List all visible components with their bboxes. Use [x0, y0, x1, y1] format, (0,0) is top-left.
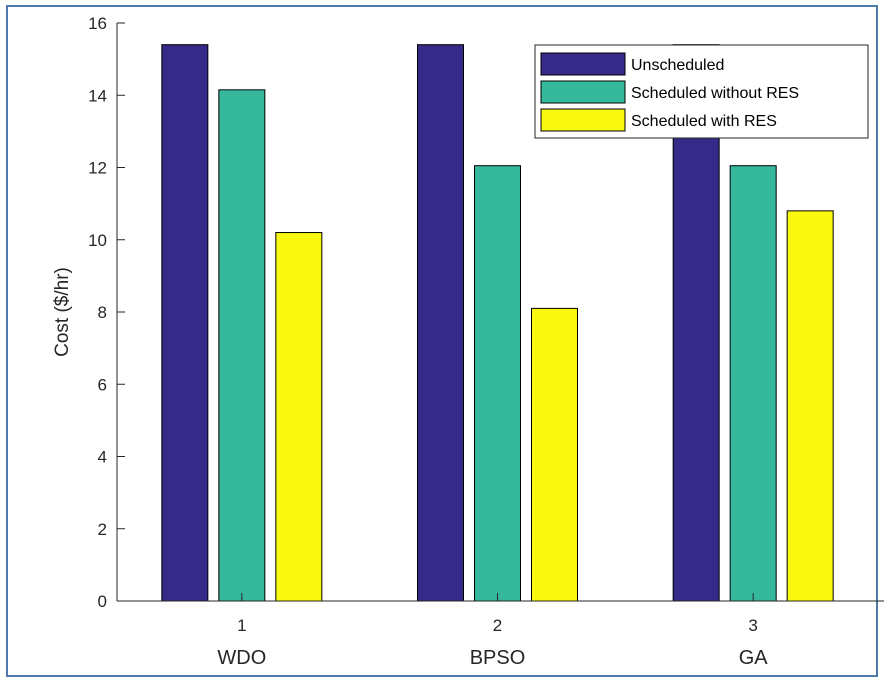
axes-group: 0 2 4 6 8 10 12 14 16 1 WDO 2 BPSO 3 GA — [88, 14, 884, 669]
y-tick-label: 16 — [88, 14, 107, 33]
y-axis-title: Cost ($/hr) — [52, 267, 73, 357]
legend-label-unscheduled: Unscheduled — [631, 57, 724, 74]
bar-scheduled-without-res-2 — [474, 165, 521, 602]
category-name-label: BPSO — [470, 647, 526, 669]
legend-label-scheduled-without-res: Scheduled without RES — [631, 85, 799, 102]
legend-swatch-scheduled-without-res — [540, 80, 626, 104]
bar-scheduled-with-res-2 — [531, 307, 578, 602]
y-tick-label: 8 — [98, 303, 107, 322]
bar-scheduled-with-res-3 — [786, 210, 834, 602]
legend-label-scheduled-with-res: Scheduled with RES — [631, 113, 777, 130]
y-tick-label: 14 — [88, 86, 107, 105]
bar-scheduled-without-res-3 — [729, 165, 777, 602]
bar-unscheduled-1 — [161, 44, 209, 602]
bar-unscheduled-2 — [417, 44, 464, 602]
y-tick-label: 2 — [98, 520, 107, 539]
y-tick-label: 10 — [88, 231, 107, 250]
legend-swatch-unscheduled — [540, 52, 626, 76]
y-tick-label: 12 — [88, 159, 107, 178]
category-name-label: WDO — [217, 647, 266, 669]
y-tick-label: 4 — [98, 448, 107, 467]
x-tick-label: 3 — [748, 616, 757, 635]
y-tick-label: 6 — [98, 375, 107, 394]
bar-scheduled-without-res-1 — [218, 89, 266, 602]
x-tick-label: 2 — [493, 616, 502, 635]
y-tick-label: 0 — [98, 592, 107, 611]
legend: Unscheduled Scheduled without RES Schedule… — [534, 44, 869, 139]
x-tick-label: 1 — [237, 616, 246, 635]
category-name-label: GA — [739, 647, 769, 669]
legend-swatch-scheduled-with-res — [540, 108, 626, 132]
bar-scheduled-with-res-1 — [275, 232, 323, 602]
